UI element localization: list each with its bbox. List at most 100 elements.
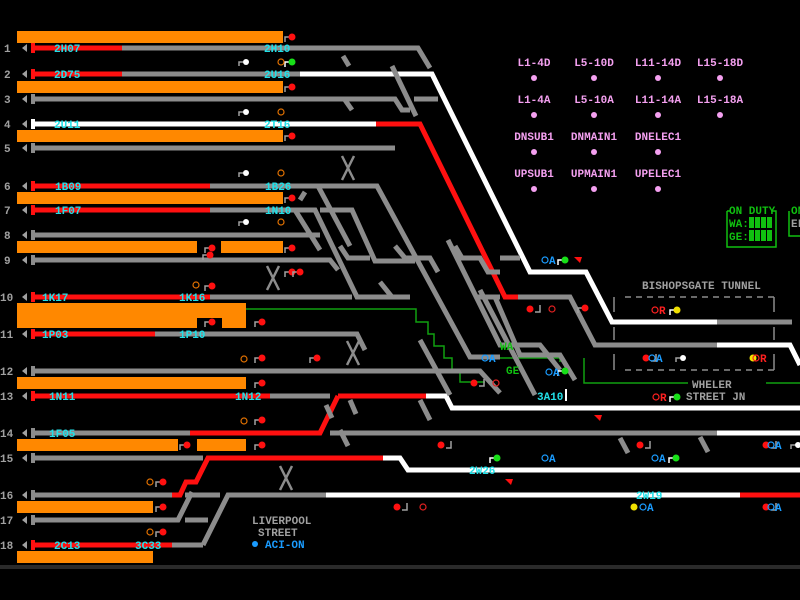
signal-ring-icon[interactable]	[240, 417, 248, 425]
train-description[interactable]: 1F05	[49, 429, 76, 441]
signal-icon[interactable]	[254, 318, 266, 328]
route-indicator-lamp[interactable]	[591, 112, 597, 118]
track-section[interactable]	[323, 403, 335, 420]
signal-ring-icon[interactable]	[651, 306, 659, 314]
train-description[interactable]: 1F07	[55, 206, 81, 218]
auto-signal-marker[interactable]: A	[549, 454, 556, 466]
signal-icon[interactable]	[668, 454, 680, 464]
route-indicator-lamp[interactable]	[531, 75, 537, 81]
signal-ring-icon[interactable]	[146, 478, 154, 486]
track-route-set[interactable]	[300, 71, 717, 325]
train-description[interactable]: 3C33	[135, 541, 162, 553]
signal-icon[interactable]	[669, 306, 681, 316]
signal-ring-icon[interactable]	[419, 503, 427, 511]
signal-ring-icon[interactable]	[277, 108, 285, 116]
ground-signal-icon[interactable]	[594, 415, 602, 421]
signal-icon[interactable]	[155, 528, 167, 538]
track-section[interactable]	[393, 244, 441, 274]
track-section[interactable]	[378, 280, 410, 300]
track-section[interactable]	[492, 296, 578, 382]
train-description[interactable]: 1K16	[179, 293, 205, 305]
signal-ring-icon[interactable]	[541, 256, 549, 264]
signal-icon[interactable]	[284, 58, 296, 68]
signal-icon[interactable]	[254, 354, 266, 364]
track-section[interactable]	[477, 288, 538, 397]
signal-ring-icon[interactable]	[277, 58, 285, 66]
train-description[interactable]: 1P10	[179, 330, 205, 342]
signal-icon[interactable]	[437, 441, 445, 449]
signal-ring-icon[interactable]	[240, 355, 248, 363]
signal-ring-icon[interactable]	[767, 503, 775, 511]
arrow-left-icon[interactable]	[22, 541, 27, 549]
train-description[interactable]: 1B26	[265, 182, 291, 194]
track-section[interactable]	[452, 244, 500, 275]
signal-ring-icon[interactable]	[767, 441, 775, 449]
crossover-icon[interactable]	[340, 155, 356, 181]
train-description[interactable]: 2D75	[54, 70, 81, 82]
train-description[interactable]: 1K17	[42, 293, 68, 305]
signal-icon[interactable]	[254, 441, 266, 451]
track-section[interactable]	[33, 257, 340, 272]
signal-icon[interactable]	[204, 244, 216, 254]
shunt-signal-icon[interactable]	[243, 170, 249, 176]
aci-status[interactable]: ACI-ON	[265, 540, 305, 552]
signal-icon[interactable]	[204, 318, 216, 328]
track-section[interactable]	[337, 428, 351, 448]
shunt-signal-icon[interactable]	[795, 442, 800, 448]
route-indicator-lamp[interactable]	[591, 75, 597, 81]
signal-icon[interactable]	[179, 441, 191, 451]
train-description[interactable]: 2T16	[264, 120, 290, 132]
signal-icon[interactable]	[557, 367, 569, 377]
signal-ring-icon[interactable]	[192, 281, 200, 289]
signal-ring-icon[interactable]	[548, 305, 556, 313]
route-indicator-lamp[interactable]	[591, 149, 597, 155]
train-description[interactable]: 2W19	[636, 491, 662, 503]
arrow-left-icon[interactable]	[22, 144, 27, 152]
train-description[interactable]: 1P03	[42, 330, 69, 342]
signal-icon[interactable]	[393, 503, 401, 511]
train-description[interactable]: 1N12	[235, 392, 261, 404]
train-description[interactable]: 1N11	[49, 392, 76, 404]
signal-ring-icon[interactable]	[277, 169, 285, 177]
signal-icon[interactable]	[284, 132, 296, 142]
shunt-signal-icon[interactable]	[680, 355, 686, 361]
track-section[interactable]	[337, 244, 370, 261]
auto-signal-marker[interactable]: A	[659, 454, 666, 466]
arrow-left-icon[interactable]	[22, 330, 27, 338]
shunt-signal-icon[interactable]	[238, 111, 243, 116]
signal-ring-icon[interactable]	[277, 218, 285, 226]
arrow-left-icon[interactable]	[22, 70, 27, 78]
track-occupied[interactable]	[190, 394, 341, 436]
route-indicator-lamp[interactable]	[591, 186, 597, 192]
route-indicator-lamp[interactable]	[531, 112, 537, 118]
track-section[interactable]	[33, 96, 410, 113]
auto-signal-marker[interactable]: A	[647, 503, 654, 515]
crossover-icon[interactable]	[278, 465, 294, 491]
route-indicator-lamp[interactable]	[655, 149, 661, 155]
route-signal-marker[interactable]: R	[760, 354, 767, 366]
signal-ring-icon[interactable]	[648, 354, 656, 362]
route-signal-marker[interactable]: R	[659, 306, 666, 318]
auto-signal-marker[interactable]: A	[489, 354, 496, 366]
train-description[interactable]: 2H07	[54, 44, 80, 56]
arrow-left-icon[interactable]	[22, 491, 27, 499]
auto-signal-marker[interactable]: A	[553, 368, 560, 380]
route-indicator-lamp[interactable]	[655, 112, 661, 118]
signal-icon[interactable]	[292, 268, 304, 278]
track-section[interactable]	[122, 45, 433, 70]
track-section[interactable]	[292, 208, 323, 252]
track-section[interactable]	[315, 184, 353, 248]
track-section[interactable]	[697, 435, 711, 454]
signal-icon[interactable]	[284, 33, 296, 43]
auto-signal-marker[interactable]: A	[775, 441, 782, 453]
track-section[interactable]	[320, 207, 415, 264]
signal-icon[interactable]	[762, 441, 770, 449]
track-section[interactable]	[155, 331, 368, 352]
signal-icon[interactable]	[284, 194, 296, 204]
signal-ring-icon[interactable]	[492, 379, 500, 387]
signal-ring-icon[interactable]	[541, 454, 549, 462]
arrow-left-icon[interactable]	[22, 454, 27, 462]
track-occupied[interactable]	[172, 455, 383, 498]
signal-icon[interactable]	[254, 416, 266, 426]
route-indicator-lamp[interactable]	[655, 75, 661, 81]
